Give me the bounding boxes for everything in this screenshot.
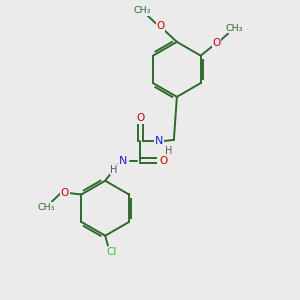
- Text: H: H: [110, 165, 118, 175]
- Text: N: N: [119, 156, 127, 166]
- Text: O: O: [61, 188, 69, 198]
- Text: H: H: [164, 146, 172, 156]
- Text: CH₃: CH₃: [38, 203, 55, 212]
- Text: CH₃: CH₃: [226, 24, 244, 33]
- Text: Cl: Cl: [106, 248, 116, 257]
- Text: O: O: [156, 21, 165, 32]
- Text: CH₃: CH₃: [134, 6, 151, 15]
- Text: O: O: [212, 38, 220, 48]
- Text: O: O: [159, 156, 168, 166]
- Text: O: O: [136, 113, 145, 123]
- Text: N: N: [155, 136, 163, 146]
